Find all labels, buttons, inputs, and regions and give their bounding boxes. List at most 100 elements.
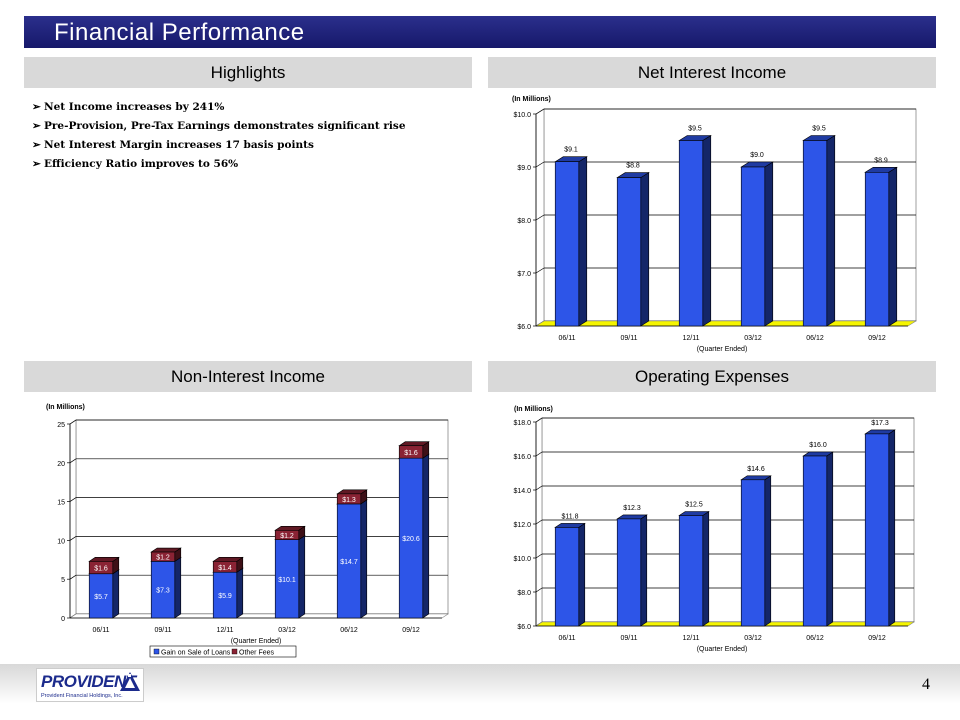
bar-data-label: $20.6 <box>402 536 420 543</box>
highlight-text: Net Interest Margin increases 17 basis p… <box>44 139 314 151</box>
gridline-side <box>69 536 77 541</box>
plot-side-wall <box>69 419 77 619</box>
bar-data-label: $16.0 <box>809 442 827 449</box>
non-interest-income-chart: 0 5 10 15 20 25 $5.7 $1.6 06/11 $7.3 $1.2 09/11 $5.9… <box>46 404 449 658</box>
arrow-bullet-icon: ➢ <box>32 158 41 170</box>
x-tick-label: 03/12 <box>278 627 296 634</box>
x-tick-label: 06/12 <box>340 627 358 634</box>
x-tick-label: 06/11 <box>93 627 110 634</box>
section-header-net-interest-income: Net Interest Income <box>488 57 936 88</box>
bar-other-fees <box>212 561 238 573</box>
y-tick-label: 25 <box>57 422 65 429</box>
net-interest-income-chart: $6.0 $7.0 $8.0 $9.0 $10.0 $9.1 06/11 $8.8 09/11 $… <box>512 96 918 353</box>
bar <box>864 433 890 627</box>
bar-data-label: $1.2 <box>280 533 294 540</box>
bar-other-fees <box>274 530 300 540</box>
legend-box <box>149 645 297 658</box>
bar-data-label: $5.9 <box>218 593 232 600</box>
y-tick-label: 5 <box>61 577 65 584</box>
y-tick-label: $14.0 <box>513 488 531 495</box>
arrow-bullet-icon: ➢ <box>32 120 41 132</box>
bar-gain-on-sale-side <box>360 499 368 619</box>
bar <box>740 166 766 327</box>
x-tick-label: 09/12 <box>868 335 886 342</box>
bar-data-label: $1.4 <box>218 565 232 572</box>
bar-data-label: $1.6 <box>404 450 418 457</box>
gridline-side <box>535 519 543 525</box>
bar-side <box>764 161 774 327</box>
bar-gain-on-sale-side <box>422 453 430 619</box>
highlight-text: Net Income increases by 241% <box>44 101 225 113</box>
plot-floor <box>69 613 449 619</box>
units-label: (In Millions) <box>512 96 551 103</box>
bar <box>616 177 642 327</box>
y-tick-label: $9.0 <box>517 165 531 172</box>
gridline-side <box>535 161 545 168</box>
x-tick-label: 06/12 <box>806 635 824 642</box>
highlight-text: Pre-Provision, Pre-Tax Earnings demonstr… <box>44 120 406 132</box>
bar <box>554 161 580 327</box>
bar-other-fees <box>398 445 424 459</box>
bar-data-label: $10.1 <box>278 577 296 584</box>
x-tick-label: 09/12 <box>402 627 420 634</box>
gridline-side <box>535 267 545 274</box>
gridline-side <box>69 419 77 425</box>
bar-side <box>826 451 834 627</box>
y-tick-label: $12.0 <box>513 522 531 529</box>
plot-back-wall <box>75 419 449 615</box>
bar-other-fees <box>336 493 362 505</box>
bar-side <box>578 522 586 627</box>
bar-other-fees <box>150 551 176 562</box>
bar-side <box>578 156 588 327</box>
x-tick-label: 12/11 <box>683 635 700 642</box>
bar-side <box>764 475 772 627</box>
highlight-item: ➢ Net Income increases by 241% <box>32 100 472 119</box>
x-tick-label: 09/12 <box>868 635 886 642</box>
bar-data-label: $12.3 <box>623 505 641 512</box>
y-tick-label: $6.0 <box>517 324 531 331</box>
gridline-side <box>535 417 543 423</box>
y-tick-label: $8.0 <box>517 218 531 225</box>
bar-side <box>888 166 898 327</box>
y-tick-label: 20 <box>57 461 65 468</box>
gridline-side <box>535 108 545 115</box>
legend-entry: Other Fees <box>239 650 275 657</box>
gridline-side <box>69 458 77 464</box>
bar-side <box>888 429 896 627</box>
bar-data-label: $9.5 <box>688 126 702 133</box>
section-header-non-interest-income: Non-Interest Income <box>24 361 472 392</box>
bar-side <box>640 514 648 627</box>
x-tick-label: 06/11 <box>559 335 576 342</box>
bar-side <box>640 172 650 327</box>
x-tick-label: 12/11 <box>683 335 700 342</box>
highlight-text: Efficiency Ratio improves to 56% <box>44 158 239 170</box>
x-tick-label: 06/12 <box>806 335 824 342</box>
bar-data-label: $11.8 <box>562 513 579 520</box>
bar <box>554 527 580 627</box>
units-label: (In Millions) <box>46 404 85 411</box>
bar <box>678 140 704 327</box>
bar-gain-on-sale-side <box>236 567 244 619</box>
section-header-highlights: Highlights <box>24 57 472 88</box>
gridline-side <box>535 587 543 593</box>
x-axis-label: (Quarter Ended) <box>231 638 282 645</box>
bar-data-label: $1.2 <box>156 555 170 562</box>
bar <box>802 140 828 327</box>
bar-side <box>702 134 712 327</box>
x-tick-label: 06/11 <box>559 635 576 642</box>
gridline-side <box>535 451 543 457</box>
highlight-item: ➢ Net Interest Margin increases 17 basis … <box>32 138 472 157</box>
legend-swatch <box>231 648 238 655</box>
bar-data-label: $1.6 <box>94 566 108 573</box>
bar-side <box>826 134 836 327</box>
x-tick-label: 09/11 <box>621 335 638 342</box>
gridline-side <box>535 214 545 221</box>
y-tick-label: 10 <box>57 538 65 545</box>
units-label: (In Millions) <box>514 406 553 413</box>
bar-data-label: $9.0 <box>750 152 764 159</box>
bar-data-label: $5.7 <box>94 594 108 601</box>
x-tick-label: 03/12 <box>744 635 762 642</box>
y-tick-label: $8.0 <box>517 590 531 597</box>
bar <box>616 518 642 627</box>
gridline-side <box>69 497 77 502</box>
